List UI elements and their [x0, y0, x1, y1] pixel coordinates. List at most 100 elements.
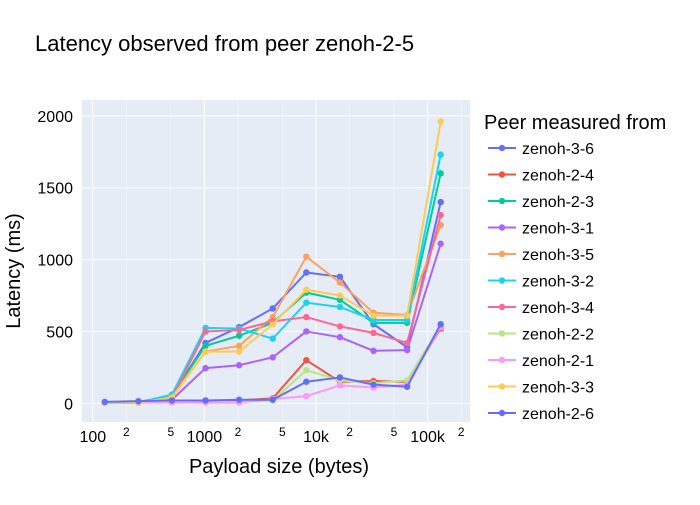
data-point [403, 312, 411, 319]
x-minor-tick-label: 2 [458, 425, 465, 439]
legend-label: zenoh-3-5 [522, 247, 594, 264]
data-point [336, 292, 344, 299]
legend-label: zenoh-2-3 [522, 194, 594, 211]
data-point [403, 383, 411, 390]
data-point [370, 347, 377, 355]
data-point [202, 328, 209, 335]
x-minor-tick-label: 5 [391, 425, 398, 439]
legend-item-zenoh-3-6[interactable]: zenoh-3-6 [488, 141, 594, 158]
data-point [336, 279, 344, 286]
legend-swatch-marker [498, 409, 506, 417]
legend-swatch-marker [498, 250, 506, 258]
y-tick-label: 500 [46, 324, 73, 341]
legend-swatch-marker [498, 356, 506, 364]
data-point [235, 348, 243, 355]
data-point [303, 253, 310, 260]
data-point [437, 198, 444, 206]
data-point [437, 170, 444, 177]
legend-item-zenoh-3-1[interactable]: zenoh-3-1 [488, 221, 594, 238]
legend-item-zenoh-2-2[interactable]: zenoh-2-2 [488, 327, 594, 344]
data-point [101, 398, 108, 406]
legend-label: zenoh-3-4 [522, 300, 594, 317]
data-point [303, 269, 310, 276]
data-point [336, 303, 344, 311]
legend-item-zenoh-2-1[interactable]: zenoh-2-1 [488, 353, 594, 370]
legend-label: zenoh-3-3 [522, 380, 594, 397]
legend-label: zenoh-2-6 [522, 406, 594, 423]
legend-item-zenoh-3-5[interactable]: zenoh-3-5 [488, 247, 594, 264]
legend-label: zenoh-2-2 [522, 327, 594, 344]
y-tick-label: 1500 [37, 181, 73, 198]
data-point [269, 396, 276, 403]
data-point [336, 323, 344, 330]
data-point [370, 312, 377, 319]
data-point [437, 211, 444, 219]
x-axis-title: Payload size (bytes) [189, 456, 369, 478]
data-point [303, 378, 310, 385]
legend-swatch-marker [498, 144, 506, 152]
legend-items: zenoh-3-6 zenoh-2-4 zenoh-2-3 zenoh-3-1 zeno… [488, 141, 594, 423]
series-zenoh-2-6 [101, 321, 444, 406]
legend-label: zenoh-3-1 [522, 221, 594, 238]
series-layer [101, 118, 444, 406]
grid [82, 100, 470, 422]
legend-item-zenoh-2-3[interactable]: zenoh-2-3 [488, 194, 594, 211]
data-point [437, 321, 444, 328]
legend-item-zenoh-2-6[interactable]: zenoh-2-6 [488, 406, 594, 423]
data-point [303, 328, 310, 335]
legend-swatch-marker [498, 330, 506, 337]
legend-item-zenoh-3-4[interactable]: zenoh-3-4 [488, 300, 594, 317]
x-minor-tick-label: 2 [123, 425, 130, 439]
legend-item-zenoh-2-4[interactable]: zenoh-2-4 [488, 168, 594, 185]
legend-label: zenoh-2-4 [522, 168, 594, 185]
x-minor-tick-label: 5 [167, 425, 174, 439]
data-point [437, 151, 444, 158]
data-point [235, 342, 243, 350]
legend-label: zenoh-3-6 [522, 141, 594, 158]
legend-swatch-marker [498, 383, 506, 390]
data-point [336, 382, 344, 389]
x-minor-tick-label: 5 [279, 425, 286, 439]
y-axis-title: Latency (ms) [3, 213, 25, 329]
data-point [235, 326, 243, 334]
legend: Peer measured from zenoh-3-6zenoh-2-4zen… [484, 112, 666, 423]
data-point [303, 286, 310, 293]
legend-item-zenoh-3-2[interactable]: zenoh-3-2 [488, 274, 594, 291]
data-point [336, 333, 344, 341]
legend-item-zenoh-3-3[interactable]: zenoh-3-3 [488, 380, 594, 397]
data-point [269, 321, 276, 328]
data-point [403, 346, 411, 354]
x-tick-label: 100k [410, 429, 446, 446]
data-point [437, 118, 444, 125]
data-point [303, 356, 310, 364]
data-point [437, 240, 444, 247]
data-point [202, 348, 209, 355]
x-tick-label: 10k [303, 429, 330, 446]
y-tick-label: 2000 [37, 109, 73, 126]
chart-title: Latency observed from peer zenoh-2-5 [35, 31, 414, 56]
x-tick-label: 1000 [187, 429, 223, 446]
data-point [135, 397, 142, 405]
tick-labels: 0 500 1000 1500 2000 100 1000 10k 100k 2 5 2 5 2 5 2 [37, 109, 464, 446]
x-minor-tick-label: 2 [235, 425, 242, 439]
legend-swatch-marker [498, 171, 506, 178]
data-point [370, 329, 377, 337]
data-point [202, 397, 209, 404]
data-point [336, 374, 344, 381]
data-point [235, 396, 243, 403]
data-point [202, 364, 209, 372]
y-tick-label: 0 [64, 396, 73, 413]
data-point [269, 354, 276, 361]
data-point [235, 332, 243, 339]
legend-title: Peer measured from [484, 112, 666, 134]
x-minor-tick-label: 2 [346, 425, 353, 439]
data-point [303, 299, 310, 306]
data-point [269, 335, 276, 342]
x-tick-label: 100 [79, 429, 106, 446]
legend-swatch-marker [498, 224, 506, 231]
data-point [370, 381, 377, 388]
legend-swatch-marker [498, 277, 506, 284]
data-point [303, 313, 310, 321]
y-tick-label: 1000 [37, 253, 73, 270]
